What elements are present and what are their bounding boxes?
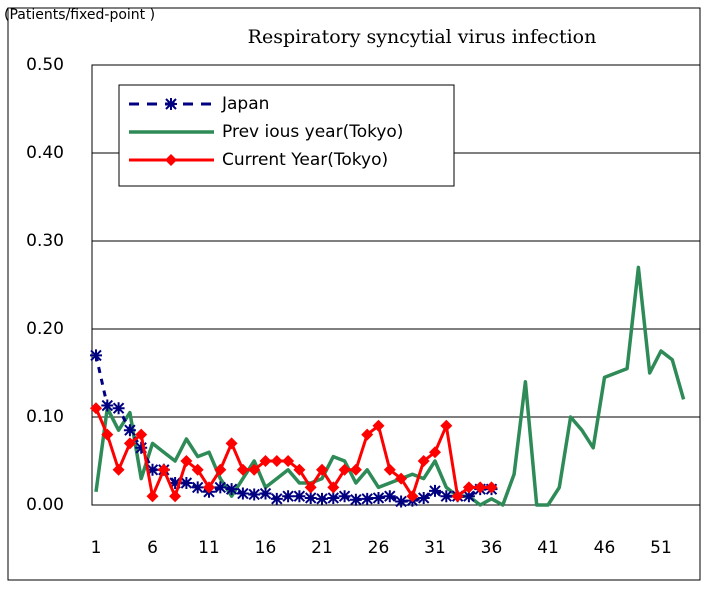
x-tick-label: 11 <box>198 538 220 558</box>
point <box>327 491 340 504</box>
point <box>169 477 182 489</box>
point <box>248 463 261 476</box>
point <box>417 455 430 467</box>
point <box>361 428 374 441</box>
point <box>123 424 136 437</box>
point <box>372 419 385 432</box>
point <box>485 481 498 494</box>
point <box>225 437 238 450</box>
point <box>146 463 159 476</box>
point <box>101 399 114 412</box>
point <box>474 481 487 494</box>
point <box>191 481 204 494</box>
y-tick-label: 0.10 <box>26 407 64 427</box>
point <box>270 455 283 467</box>
series-line <box>94 265 686 507</box>
point <box>90 349 102 362</box>
point <box>395 472 408 485</box>
y-tick-label: 0.40 <box>26 143 64 163</box>
point <box>338 463 351 476</box>
x-tick-label: 26 <box>368 538 390 558</box>
point <box>112 463 125 476</box>
legend: Japan Prev ious year(Tokyo) Current Year(T… <box>118 84 455 187</box>
point <box>429 446 441 459</box>
point <box>462 490 475 503</box>
x-tick-label: 51 <box>650 538 672 558</box>
point <box>304 481 317 494</box>
point <box>327 481 340 494</box>
x-tick-label: 1 <box>91 538 102 558</box>
point <box>180 455 193 467</box>
point <box>304 491 317 504</box>
point <box>440 419 453 432</box>
point <box>282 490 295 503</box>
y-tick-label: 0.00 <box>26 495 64 515</box>
point <box>180 477 193 489</box>
point <box>123 437 136 450</box>
legend-marker <box>165 154 177 166</box>
point <box>259 455 272 467</box>
x-tick-label: 6 <box>147 538 158 558</box>
point <box>248 488 261 501</box>
chart-title: Respiratory syncytial virus infection <box>248 26 597 48</box>
y-tick-label: 0.30 <box>26 231 64 251</box>
point <box>293 463 306 476</box>
point <box>349 493 362 506</box>
point <box>372 491 385 504</box>
legend-label: Current Year(Tokyo) <box>222 150 388 170</box>
point <box>383 490 396 503</box>
point <box>112 402 125 415</box>
point <box>225 483 238 496</box>
point <box>270 492 283 505</box>
point <box>361 492 374 505</box>
point <box>440 490 453 503</box>
point <box>214 463 227 476</box>
legend-box <box>118 84 455 187</box>
point <box>395 495 408 508</box>
point <box>451 490 464 503</box>
y-tick-label: 0.20 <box>26 319 64 339</box>
point <box>462 481 475 494</box>
point <box>236 487 249 500</box>
point <box>406 490 419 503</box>
point <box>191 463 204 476</box>
point <box>338 490 351 503</box>
point <box>214 481 227 494</box>
x-tick-label: 46 <box>594 538 616 558</box>
legend-label: Prev ious year(Tokyo) <box>222 122 403 142</box>
point <box>135 428 148 441</box>
x-tick-label: 41 <box>537 538 559 558</box>
x-tick-label: 16 <box>255 538 277 558</box>
x-tick-label: 21 <box>311 538 333 558</box>
point <box>349 463 362 476</box>
point <box>236 463 249 476</box>
point <box>157 463 170 476</box>
y-tick-label: 0.50 <box>26 55 64 75</box>
point <box>417 491 430 504</box>
point <box>316 492 328 505</box>
point <box>429 484 441 497</box>
point <box>135 441 148 454</box>
point <box>316 463 328 476</box>
point <box>90 402 102 415</box>
point <box>259 487 272 500</box>
y-axis-label: (Patients/fixed-point ) <box>4 7 155 23</box>
x-tick-label: 31 <box>424 538 446 558</box>
point <box>293 490 306 503</box>
point <box>282 455 295 467</box>
point <box>203 481 215 494</box>
legend-marker <box>165 98 177 110</box>
point <box>101 428 114 441</box>
point <box>169 490 182 503</box>
x-tick-label: 36 <box>481 538 503 558</box>
legend-label: Japan <box>221 94 269 114</box>
point <box>146 490 159 503</box>
point <box>383 463 396 476</box>
